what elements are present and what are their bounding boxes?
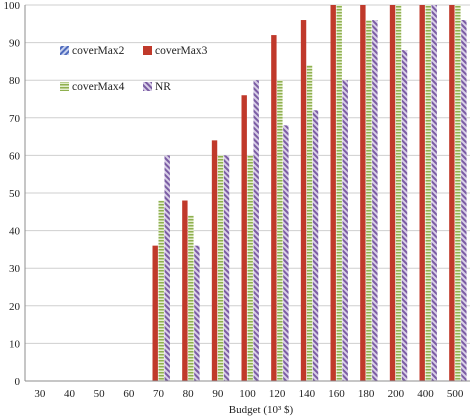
x-tick-label: 80 (183, 388, 195, 400)
x-tick-label: 400 (417, 388, 434, 400)
bars (152, 5, 467, 382)
x-tick-label: 140 (299, 388, 316, 400)
legend-swatch-coverMax3 (143, 46, 152, 55)
bar-NR (164, 155, 170, 381)
bar-coverMax3 (449, 5, 455, 381)
bar-coverMax3 (271, 35, 277, 382)
legend-label-coverMax4: coverMax4 (72, 81, 125, 93)
y-tick-label: 10 (9, 338, 21, 350)
legend-swatch-coverMax2 (60, 46, 69, 55)
bar-NR (431, 5, 437, 381)
bar-coverMax4 (306, 65, 313, 381)
bar-coverMax3 (211, 140, 218, 381)
bar-coverMax4 (336, 5, 342, 381)
bar-NR (194, 245, 200, 381)
y-tick-label: 80 (9, 75, 21, 87)
bar-coverMax4 (277, 80, 283, 381)
legend-swatch-coverMax4 (60, 82, 69, 91)
bar-coverMax4 (247, 155, 253, 381)
bar-coverMax3 (300, 20, 307, 381)
y-tick-label: 30 (9, 263, 21, 275)
x-tick-label: 90 (212, 388, 224, 400)
bar-coverMax4 (217, 155, 224, 381)
x-tick-label: 160 (328, 388, 345, 400)
bar-NR (283, 125, 289, 381)
y-tick-label: 50 (9, 188, 21, 200)
x-tick-label: 40 (64, 388, 76, 400)
bar-coverMax4 (395, 5, 402, 381)
bar-coverMax3 (330, 5, 336, 381)
legend-swatch-NR (143, 82, 152, 91)
x-axis-title: Budget (10³ $) (229, 404, 294, 416)
bar-NR (253, 80, 259, 381)
y-tick-label: 90 (9, 38, 21, 50)
bar-coverMax4 (188, 215, 194, 381)
x-tick-label: 50 (94, 388, 106, 400)
bar-coverMax3 (419, 5, 425, 381)
bar-NR (372, 20, 378, 381)
y-tick-label: 40 (9, 226, 21, 238)
legend-label-coverMax2: coverMax2 (72, 45, 125, 57)
x-tick-label: 100 (239, 388, 256, 400)
bar-NR (461, 20, 467, 381)
x-tick-label: 180 (358, 388, 375, 400)
x-tick-label: 200 (388, 388, 405, 400)
y-tick-label: 60 (9, 150, 21, 162)
legend-label-coverMax3: coverMax3 (155, 45, 208, 57)
x-tick-label: 30 (34, 388, 46, 400)
bar-coverMax3 (360, 5, 366, 381)
axes: 0 10 20 30 40 50 60 70 80 90 100 30 40 50 60 70 80 90 100 1… (4, 0, 470, 400)
x-tick-label: 70 (153, 388, 165, 400)
bar-NR (401, 50, 408, 382)
bar-NR (312, 110, 319, 381)
bar-NR (342, 80, 348, 381)
bar-coverMax3 (241, 95, 247, 382)
bar-NR (223, 155, 230, 381)
bar-coverMax4 (158, 200, 164, 381)
bar-coverMax4 (366, 20, 372, 381)
x-tick-label: 60 (123, 388, 135, 400)
y-tick-label: 70 (9, 113, 21, 125)
bar-coverMax3 (389, 5, 396, 381)
x-tick-label: 120 (269, 388, 286, 400)
legend: coverMax2 coverMax3 coverMax4 NR (60, 45, 208, 93)
y-tick-label: 0 (15, 376, 21, 388)
x-tick-label: 500 (447, 388, 464, 400)
y-tick-label: 20 (9, 301, 21, 313)
bar-coverMax3 (152, 245, 158, 381)
bar-coverMax3 (182, 200, 188, 381)
legend-label-NR: NR (155, 81, 171, 93)
bar-coverMax4 (425, 5, 431, 381)
bar-coverMax4 (455, 5, 461, 381)
y-tick-label: 100 (4, 0, 21, 12)
